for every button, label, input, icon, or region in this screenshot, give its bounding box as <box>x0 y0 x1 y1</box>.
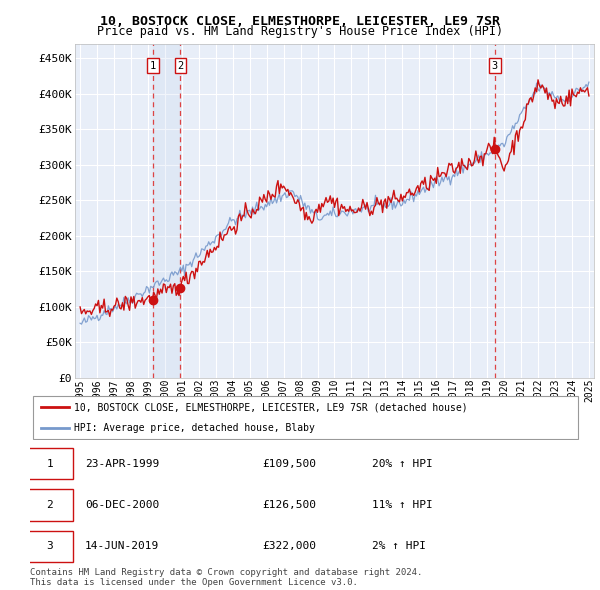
Text: 3: 3 <box>46 542 53 551</box>
Text: £109,500: £109,500 <box>262 459 316 468</box>
Text: £322,000: £322,000 <box>262 542 316 551</box>
Text: £126,500: £126,500 <box>262 500 316 510</box>
Text: Contains HM Land Registry data © Crown copyright and database right 2024.
This d: Contains HM Land Registry data © Crown c… <box>30 568 422 587</box>
Text: 10, BOSTOCK CLOSE, ELMESTHORPE, LEICESTER, LE9 7SR (detached house): 10, BOSTOCK CLOSE, ELMESTHORPE, LEICESTE… <box>74 402 468 412</box>
Text: 1: 1 <box>46 459 53 468</box>
Text: 23-APR-1999: 23-APR-1999 <box>85 459 160 468</box>
Text: Price paid vs. HM Land Registry's House Price Index (HPI): Price paid vs. HM Land Registry's House … <box>97 25 503 38</box>
Text: 2: 2 <box>178 61 184 71</box>
Text: 1: 1 <box>150 61 157 71</box>
FancyBboxPatch shape <box>33 396 578 439</box>
FancyBboxPatch shape <box>27 448 73 480</box>
Text: 2% ↑ HPI: 2% ↑ HPI <box>372 542 426 551</box>
Bar <box>153 44 181 378</box>
FancyBboxPatch shape <box>27 489 73 521</box>
Text: 3: 3 <box>491 61 498 71</box>
Text: HPI: Average price, detached house, Blaby: HPI: Average price, detached house, Blab… <box>74 422 315 432</box>
Text: 10, BOSTOCK CLOSE, ELMESTHORPE, LEICESTER, LE9 7SR: 10, BOSTOCK CLOSE, ELMESTHORPE, LEICESTE… <box>100 15 500 28</box>
Text: 14-JUN-2019: 14-JUN-2019 <box>85 542 160 551</box>
Text: 20% ↑ HPI: 20% ↑ HPI <box>372 459 433 468</box>
FancyBboxPatch shape <box>27 530 73 562</box>
Text: 2: 2 <box>46 500 53 510</box>
Text: 11% ↑ HPI: 11% ↑ HPI <box>372 500 433 510</box>
Text: 06-DEC-2000: 06-DEC-2000 <box>85 500 160 510</box>
